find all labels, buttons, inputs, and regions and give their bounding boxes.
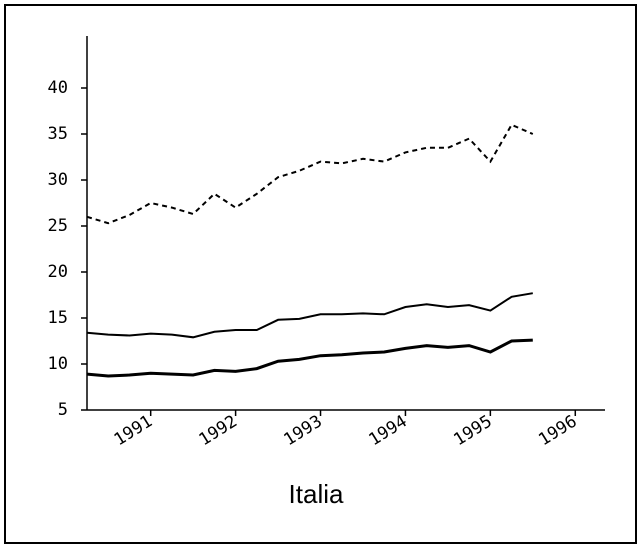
x-tick-label: 1996: [535, 412, 580, 451]
chart-title: Italia: [289, 479, 344, 509]
y-tick-label: 15: [48, 308, 68, 328]
x-tick-label: 1995: [450, 412, 495, 451]
series-line: [86, 292, 533, 339]
x-tick-label: 1994: [365, 412, 410, 451]
y-tick-label: 30: [48, 170, 68, 190]
x-tick-label: 1991: [111, 412, 156, 451]
y-tick-label: 20: [48, 262, 68, 282]
x-tick-label: 1993: [280, 412, 325, 451]
frame: [4, 4, 637, 544]
x-tick-label: 1992: [196, 412, 241, 451]
y-tick-label: 35: [48, 124, 68, 144]
y-tick-label: 5: [58, 400, 68, 420]
y-tick-label: 10: [48, 354, 68, 374]
series-line: [86, 338, 533, 378]
y-tick-label: 25: [48, 216, 68, 236]
y-tick-label: 40: [48, 78, 68, 98]
series-line: [86, 123, 534, 225]
